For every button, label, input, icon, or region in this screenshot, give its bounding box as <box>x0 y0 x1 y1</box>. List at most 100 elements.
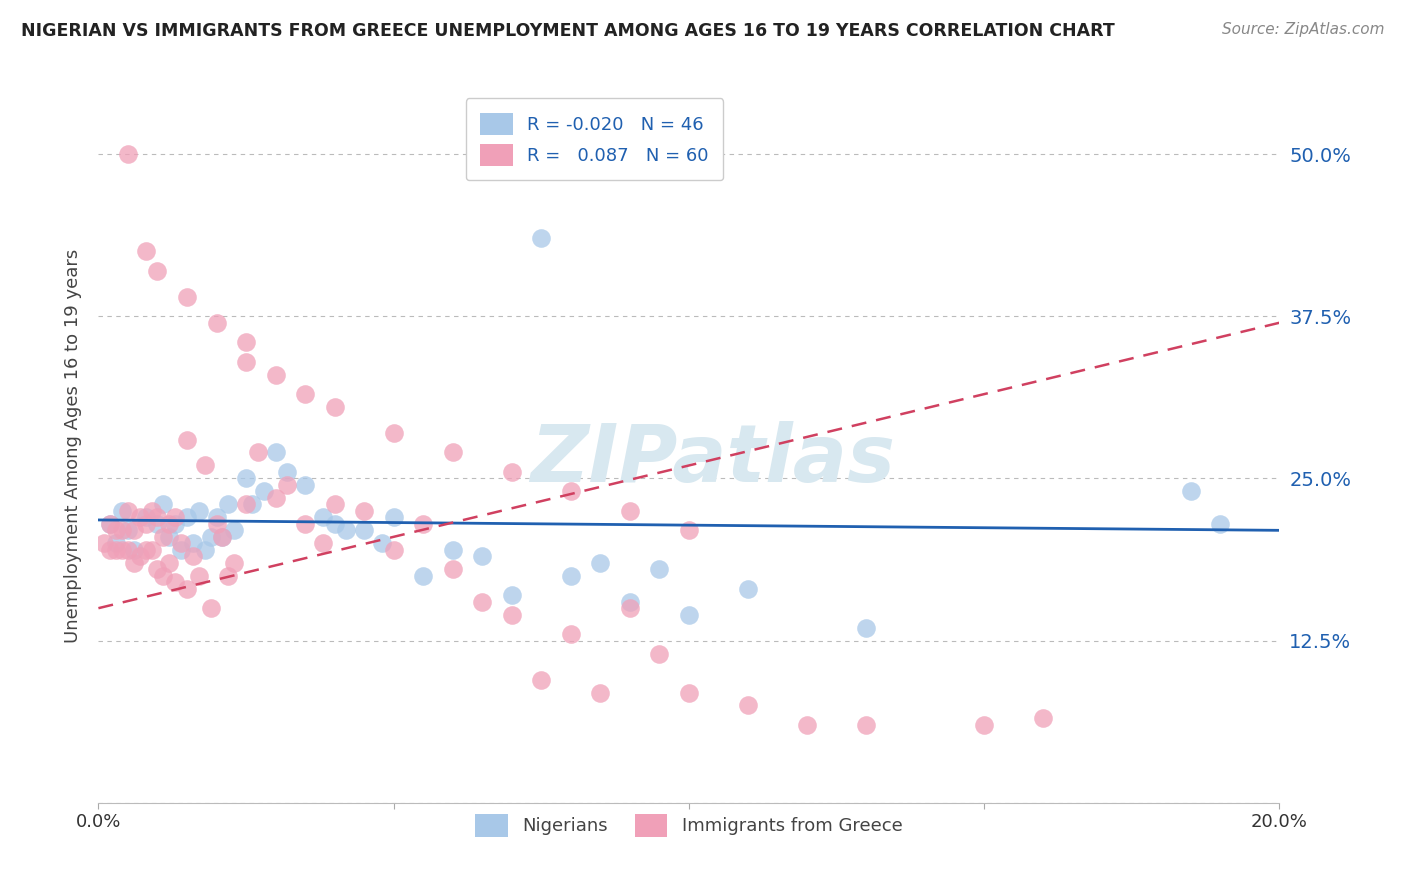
Point <box>111 542 134 557</box>
Y-axis label: Unemployment Among Ages 16 to 19 years: Unemployment Among Ages 16 to 19 years <box>63 249 82 643</box>
Point <box>560 568 582 582</box>
Point <box>205 510 228 524</box>
Point <box>471 595 494 609</box>
Point <box>371 536 394 550</box>
Point <box>141 504 163 518</box>
Point <box>323 516 346 531</box>
Point <box>200 530 222 544</box>
Point <box>501 607 523 622</box>
Point <box>276 465 298 479</box>
Point <box>224 524 246 538</box>
Point <box>157 530 180 544</box>
Point <box>111 524 134 538</box>
Point <box>117 542 139 557</box>
Point <box>187 568 209 582</box>
Point <box>141 542 163 557</box>
Point <box>128 510 150 524</box>
Point <box>678 524 700 538</box>
Point <box>224 556 246 570</box>
Point <box>146 264 169 278</box>
Point <box>678 607 700 622</box>
Point <box>122 542 145 557</box>
Point <box>648 562 671 576</box>
Point <box>560 484 582 499</box>
Point <box>240 497 263 511</box>
Point <box>264 445 287 459</box>
Point <box>530 231 553 245</box>
Point <box>146 562 169 576</box>
Point <box>619 601 641 615</box>
Point <box>93 536 115 550</box>
Point <box>353 524 375 538</box>
Point <box>855 718 877 732</box>
Point <box>122 556 145 570</box>
Point <box>253 484 276 499</box>
Point <box>235 335 257 350</box>
Point <box>501 588 523 602</box>
Point <box>176 433 198 447</box>
Point <box>181 549 204 564</box>
Point <box>217 497 239 511</box>
Point <box>294 478 316 492</box>
Point <box>589 556 612 570</box>
Point <box>211 530 233 544</box>
Point <box>737 698 759 713</box>
Text: Source: ZipAtlas.com: Source: ZipAtlas.com <box>1222 22 1385 37</box>
Point <box>412 568 434 582</box>
Point <box>441 445 464 459</box>
Point <box>441 542 464 557</box>
Point <box>135 516 157 531</box>
Point <box>200 601 222 615</box>
Point <box>235 471 257 485</box>
Point <box>619 595 641 609</box>
Point <box>105 524 128 538</box>
Point <box>1209 516 1232 531</box>
Point <box>135 510 157 524</box>
Point <box>98 542 121 557</box>
Point <box>560 627 582 641</box>
Point <box>678 685 700 699</box>
Point <box>98 516 121 531</box>
Point <box>619 504 641 518</box>
Point <box>117 504 139 518</box>
Point <box>323 400 346 414</box>
Point <box>157 556 180 570</box>
Point <box>235 354 257 368</box>
Point <box>194 458 217 473</box>
Point <box>382 425 405 440</box>
Point <box>98 516 121 531</box>
Point <box>165 510 187 524</box>
Point <box>205 516 228 531</box>
Point <box>412 516 434 531</box>
Point <box>312 510 335 524</box>
Point <box>170 542 193 557</box>
Point <box>152 568 174 582</box>
Point <box>323 497 346 511</box>
Point <box>122 524 145 538</box>
Point <box>146 510 169 524</box>
Point <box>501 465 523 479</box>
Point <box>235 497 257 511</box>
Point <box>165 516 187 531</box>
Point <box>176 582 198 596</box>
Point <box>648 647 671 661</box>
Point <box>176 510 198 524</box>
Point <box>181 536 204 550</box>
Point <box>105 536 128 550</box>
Point <box>530 673 553 687</box>
Point <box>264 491 287 505</box>
Point <box>135 542 157 557</box>
Point <box>471 549 494 564</box>
Point <box>589 685 612 699</box>
Point <box>294 387 316 401</box>
Point <box>796 718 818 732</box>
Point <box>157 516 180 531</box>
Legend: Nigerians, Immigrants from Greece: Nigerians, Immigrants from Greece <box>468 807 910 844</box>
Point <box>353 504 375 518</box>
Point <box>165 575 187 590</box>
Point <box>217 568 239 582</box>
Point <box>246 445 269 459</box>
Point <box>205 316 228 330</box>
Point <box>382 542 405 557</box>
Point <box>152 530 174 544</box>
